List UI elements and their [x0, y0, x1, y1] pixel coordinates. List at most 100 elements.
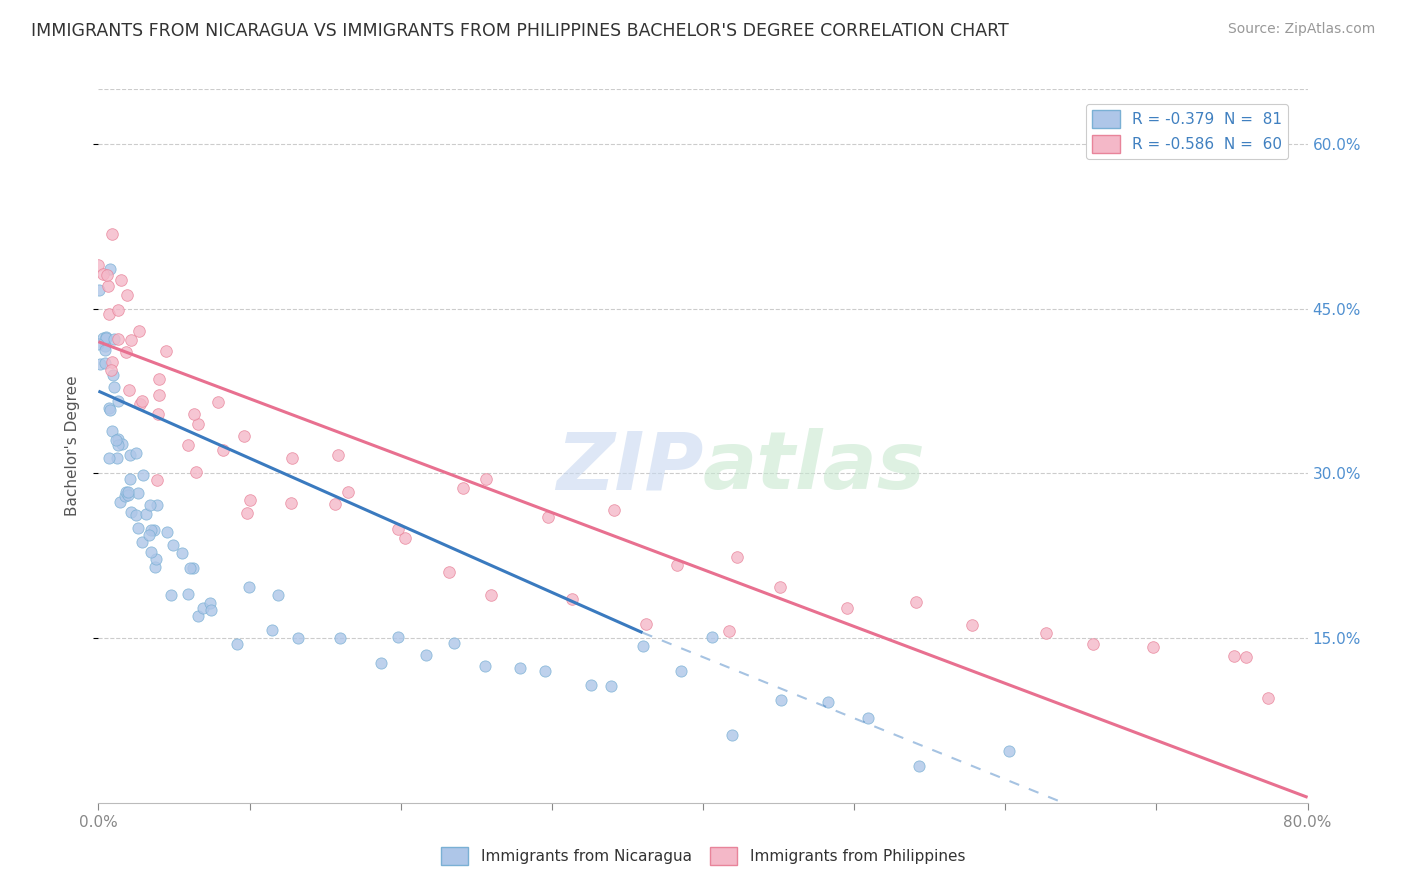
Point — [856, 710, 879, 724]
Point — [599, 679, 621, 693]
Point — [87, 283, 110, 297]
Point — [415, 648, 437, 662]
Point — [183, 407, 205, 421]
Point — [127, 521, 149, 535]
Point — [187, 417, 209, 432]
Point — [115, 344, 138, 359]
Point — [89, 357, 111, 371]
Point — [960, 618, 983, 632]
Point — [156, 525, 179, 540]
Text: IMMIGRANTS FROM NICARAGUA VS IMMIGRANTS FROM PHILIPPINES BACHELOR'S DEGREE CORRE: IMMIGRANTS FROM NICARAGUA VS IMMIGRANTS … — [31, 22, 1008, 40]
Point — [148, 372, 170, 386]
Point — [631, 640, 654, 654]
Point — [105, 451, 128, 466]
Point — [110, 273, 132, 287]
Point — [537, 510, 560, 524]
Legend: R = -0.379  N =  81, R = -0.586  N =  60: R = -0.379 N = 81, R = -0.586 N = 60 — [1085, 104, 1288, 159]
Point — [394, 531, 416, 545]
Point — [135, 507, 157, 521]
Point — [998, 744, 1021, 758]
Point — [474, 472, 496, 486]
Point — [238, 580, 260, 594]
Point — [143, 560, 166, 574]
Point — [817, 695, 839, 709]
Point — [451, 481, 474, 495]
Point — [769, 693, 792, 707]
Point — [111, 436, 134, 450]
Point — [127, 486, 149, 500]
Point — [603, 503, 626, 517]
Point — [131, 467, 153, 482]
Point — [96, 268, 118, 282]
Point — [131, 394, 153, 409]
Point — [105, 433, 128, 447]
Point — [87, 337, 110, 351]
Point — [170, 546, 193, 560]
Point — [725, 550, 748, 565]
Point — [181, 561, 204, 575]
Point — [1035, 625, 1057, 640]
Point — [117, 484, 139, 499]
Point — [700, 630, 723, 644]
Point — [177, 437, 200, 451]
Point — [128, 325, 150, 339]
Point — [443, 636, 465, 650]
Point — [561, 591, 583, 606]
Point — [179, 561, 201, 575]
Point — [100, 362, 122, 376]
Point — [107, 438, 129, 452]
Point — [114, 489, 136, 503]
Point — [474, 658, 496, 673]
Point — [769, 580, 792, 594]
Point — [103, 333, 125, 347]
Point — [162, 538, 184, 552]
Point — [212, 442, 235, 457]
Point — [131, 534, 153, 549]
Point — [325, 497, 347, 511]
Text: Source: ZipAtlas.com: Source: ZipAtlas.com — [1227, 22, 1375, 37]
Point — [1142, 640, 1164, 655]
Point — [101, 227, 124, 241]
Point — [239, 492, 262, 507]
Point — [100, 403, 122, 417]
Point — [101, 424, 124, 438]
Point — [94, 338, 117, 352]
Point — [904, 595, 927, 609]
Point — [329, 632, 352, 646]
Text: atlas: atlas — [703, 428, 925, 507]
Point — [115, 287, 138, 301]
Point — [94, 331, 117, 345]
Point — [509, 661, 531, 675]
Point — [87, 258, 110, 272]
Point — [94, 329, 117, 343]
Point — [103, 380, 125, 394]
Point — [193, 601, 215, 615]
Point — [125, 446, 148, 460]
Point — [1234, 650, 1257, 665]
Point — [837, 600, 859, 615]
Point — [98, 401, 121, 415]
Point — [287, 631, 309, 645]
Point — [666, 558, 689, 572]
Point — [634, 616, 657, 631]
Point — [207, 394, 229, 409]
Point — [107, 394, 129, 409]
Point — [117, 383, 139, 397]
Point — [266, 588, 288, 602]
Point — [145, 551, 167, 566]
Point — [337, 484, 360, 499]
Point — [120, 505, 142, 519]
Legend: Immigrants from Nicaragua, Immigrants from Philippines: Immigrants from Nicaragua, Immigrants fr… — [434, 841, 972, 871]
Point — [260, 624, 283, 638]
Point — [120, 471, 142, 485]
Point — [98, 262, 121, 277]
Point — [184, 465, 207, 479]
Point — [139, 498, 162, 512]
Point — [226, 637, 249, 651]
Point — [138, 528, 160, 542]
Point — [479, 588, 502, 602]
Point — [326, 448, 349, 462]
Point — [437, 565, 460, 579]
Point — [370, 656, 392, 670]
Point — [908, 759, 931, 773]
